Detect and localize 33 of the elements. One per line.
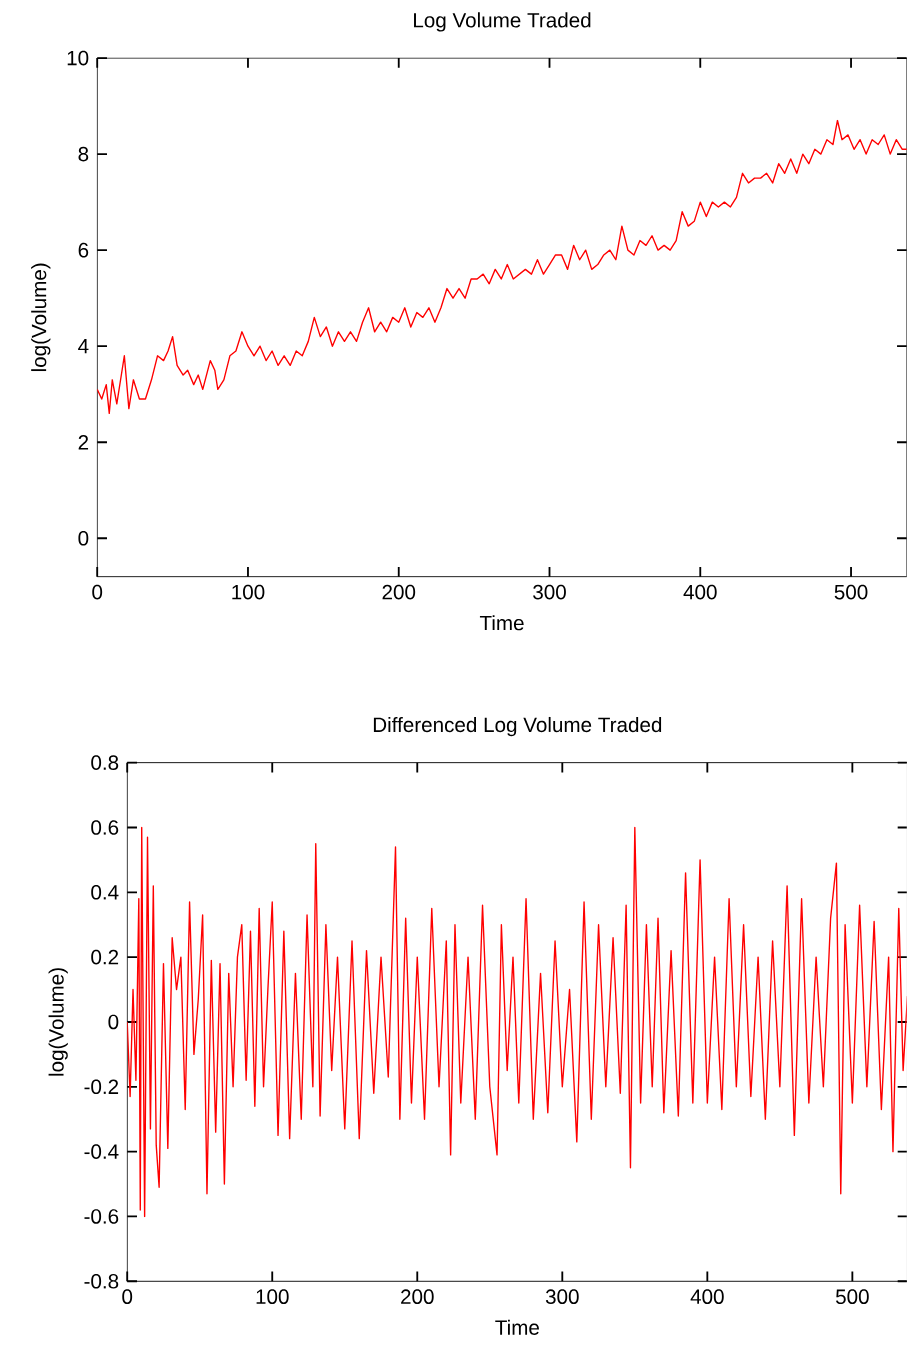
x-tick-label: 300 (533, 584, 567, 600)
y-tick-label: -0.6 (84, 1209, 119, 1224)
y-tick-label: -0.8 (84, 1273, 119, 1289)
y-tick-label: 0 (108, 1014, 119, 1030)
chart-title: Differenced Log Volume Traded (374, 716, 662, 737)
x-tick-label: 300 (545, 1289, 579, 1305)
x-tick-label: 500 (836, 1289, 869, 1305)
y-tick-label: 6 (78, 242, 89, 258)
y-axis-title: log(Volume) (31, 263, 51, 372)
x-tick-label: 500 (834, 584, 868, 600)
y-tick-label: 0.4 (91, 884, 119, 900)
x-tick-label: 400 (683, 584, 717, 600)
y-tick-label: 2 (78, 435, 89, 450)
y-tick-label: 0.8 (91, 755, 119, 770)
x-axis-title: Time (495, 1319, 540, 1335)
x-tick-label: 100 (256, 1289, 289, 1305)
y-tick-label: -0.4 (84, 1144, 119, 1159)
x-tick-label: 0 (122, 1289, 133, 1305)
y-tick-label: 0.2 (91, 949, 119, 965)
y-axis-title: log(Volume) (48, 968, 68, 1076)
chart-title: Log Volume Traded (414, 12, 591, 32)
y-tick-label: 8 (78, 146, 89, 162)
x-tick-label: 100 (232, 584, 265, 600)
x-axis-title: Time (480, 615, 524, 631)
line-series (127, 826, 907, 1218)
x-tick-label: 200 (401, 1289, 434, 1305)
y-tick-label: 4 (78, 339, 89, 354)
y-tick-label: 0 (78, 530, 89, 546)
y-tick-label: 10 (67, 50, 89, 66)
y-tick-label: 0.6 (91, 820, 119, 835)
x-tick-label: 400 (690, 1289, 724, 1305)
y-tick-label: -0.2 (84, 1079, 119, 1095)
x-tick-label: 200 (382, 584, 416, 600)
